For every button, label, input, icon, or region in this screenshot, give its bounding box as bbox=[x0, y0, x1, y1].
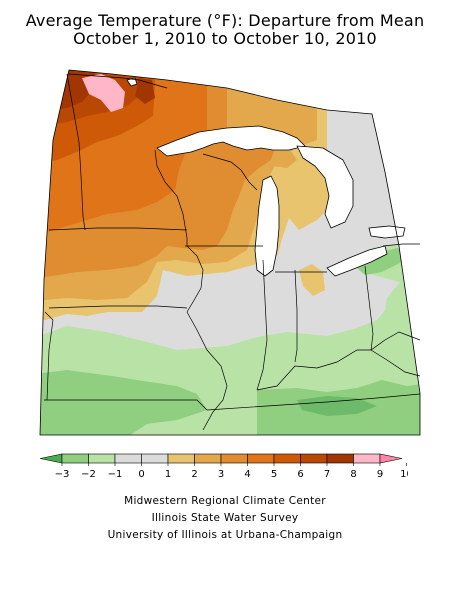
legend-swatch bbox=[326, 453, 354, 464]
border-ohio-east bbox=[364, 265, 374, 351]
legend-swatch bbox=[61, 453, 89, 464]
lake-michigan bbox=[254, 175, 280, 277]
map-title: Average Temperature (°F): Departure from… bbox=[25, 11, 425, 30]
legend-tick-label: 1 bbox=[165, 469, 171, 480]
legend-tick-label: 0 bbox=[138, 469, 144, 480]
domain-boundary bbox=[39, 69, 421, 436]
legend-tick-label: 3 bbox=[218, 469, 224, 480]
legend-swatch bbox=[114, 453, 142, 464]
legend-swatch bbox=[141, 453, 169, 464]
legend-tick-label: 6 bbox=[297, 469, 303, 480]
zone-plus-10 bbox=[82, 74, 125, 112]
legend-swatch bbox=[220, 453, 248, 464]
zone-minus-3-kentucky bbox=[297, 396, 377, 416]
lake-huron bbox=[296, 145, 354, 229]
legend-swatch bbox=[300, 453, 328, 464]
border-ohio-river bbox=[256, 331, 421, 391]
legend-tick-label: 2 bbox=[191, 469, 197, 480]
credit-isws: Illinois State Water Survey bbox=[151, 512, 299, 524]
lake-ontario bbox=[368, 225, 406, 239]
state-boundaries bbox=[44, 73, 421, 431]
border-missouri-arkansas bbox=[44, 399, 208, 411]
temperature-departure-map bbox=[27, 50, 422, 437]
legend-swatch bbox=[273, 453, 301, 464]
temperature-fill-layer bbox=[40, 70, 420, 435]
legend-swatch bbox=[88, 453, 116, 464]
border-minnesota-north bbox=[68, 73, 168, 89]
color-scale-legend: −3 −2 −1 0 1 2 3 4 5 6 7 8 9 10 bbox=[40, 453, 408, 480]
border-mississippi-river bbox=[186, 311, 228, 431]
legend-swatch bbox=[194, 453, 222, 464]
legend-tick-labels: −3 −2 −1 0 1 2 3 4 5 6 7 8 9 10 bbox=[55, 463, 408, 480]
lakes bbox=[126, 77, 406, 277]
border-illinois-indiana bbox=[256, 259, 268, 391]
legend-tick-label: −3 bbox=[55, 469, 70, 480]
legend-swatch bbox=[167, 453, 195, 464]
border-minnesota-dakotas bbox=[66, 73, 86, 231]
credit-uiuc: University of Illinois at Urbana-Champai… bbox=[107, 529, 343, 541]
border-minnesota-iowa bbox=[48, 227, 188, 231]
legend-tick-label: 4 bbox=[244, 469, 250, 480]
land-outline bbox=[39, 69, 421, 436]
border-iowa-missouri bbox=[48, 305, 188, 309]
lake-of-the-woods bbox=[126, 77, 138, 87]
legend-tick-label: 8 bbox=[350, 469, 356, 480]
legend-tick-label: −2 bbox=[81, 469, 96, 480]
border-west-virginia bbox=[370, 349, 421, 377]
border-indiana-ohio bbox=[294, 269, 298, 363]
legend-tick-label: 7 bbox=[324, 469, 330, 480]
legend-swatch bbox=[353, 453, 381, 464]
lake-erie bbox=[326, 245, 388, 277]
legend-swatch bbox=[247, 453, 275, 464]
legend-tick-label: 10 bbox=[400, 469, 408, 480]
zone-minus-2-northeast bbox=[357, 248, 412, 275]
border-wisconsin-michigan-up bbox=[202, 153, 258, 191]
border-iowa-illinois bbox=[186, 245, 204, 313]
legend-color-bar bbox=[40, 453, 403, 464]
border-minnesota-wisconsin bbox=[154, 149, 188, 246]
legend-tick-label: 9 bbox=[377, 469, 383, 480]
zone-minus-2-southwest bbox=[40, 370, 207, 435]
border-pennsylvania-ny bbox=[382, 243, 420, 247]
credit-mrcc: Midwestern Regional Climate Center bbox=[124, 495, 326, 507]
legend-tick-label: −1 bbox=[108, 469, 123, 480]
legend-high-arrow bbox=[379, 453, 403, 464]
map-subtitle-dates: October 1, 2010 to October 10, 2010 bbox=[73, 29, 377, 48]
border-kentucky-tennessee bbox=[206, 393, 421, 411]
border-missouri-kansas bbox=[44, 311, 54, 401]
zone-plus-9-arrowhead bbox=[135, 78, 155, 104]
lake-superior bbox=[156, 125, 306, 157]
legend-low-arrow bbox=[40, 453, 63, 464]
legend-tick-label: 5 bbox=[271, 469, 277, 480]
